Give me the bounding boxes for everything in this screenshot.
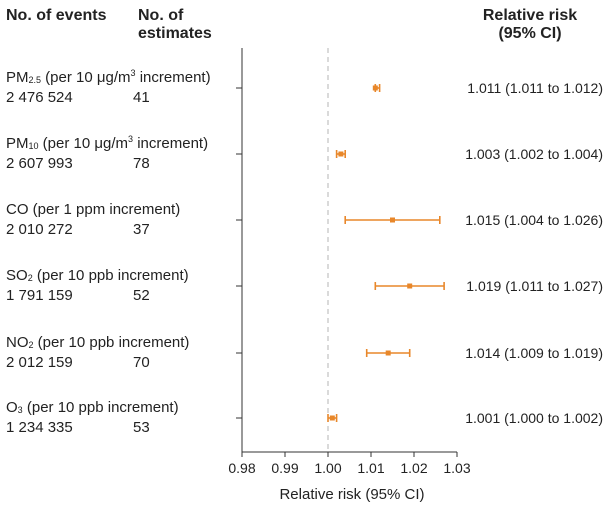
estimates-count: 70 [133, 354, 150, 371]
x-tick-label: 1.01 [357, 460, 384, 476]
point-estimate [385, 350, 391, 356]
events-count: 2 010 272 [6, 221, 73, 238]
pollutant-name: PM [6, 69, 29, 86]
relative-risk-ci: 1.001 (1.000 to 1.002) [465, 410, 603, 426]
pollutant-label: PM10 (per 10 μg/m3 increment) [6, 135, 208, 155]
header-rr-line2: (95% CI) [498, 25, 562, 42]
pollutant-label: CO (per 1 ppm increment) [6, 201, 180, 219]
unit-superscript: 3 [128, 134, 134, 144]
pollutant-label: SO2 (per 10 ppb increment) [6, 267, 189, 287]
relative-risk-ci: 1.015 (1.004 to 1.026) [465, 212, 603, 228]
x-tick-label: 0.99 [271, 460, 298, 476]
x-tick-label: 1.00 [314, 460, 341, 476]
events-count: 2 476 524 [6, 89, 73, 106]
point-estimate [407, 283, 413, 289]
pollutant-subscript: 2 [27, 273, 33, 283]
header-estimates: No. of estimates [138, 7, 228, 43]
point-estimate [390, 217, 395, 223]
increment-text: (per 10 μg/m [38, 135, 129, 152]
point-estimate [329, 415, 335, 421]
x-tick-label: 1.03 [443, 460, 470, 476]
pollutant-subscript: 3 [17, 405, 23, 415]
pollutant-name: PM [6, 135, 29, 152]
pollutant-subscript: 2 [28, 340, 34, 350]
header-rr-line1: Relative risk [482, 7, 578, 24]
relative-risk-ci: 1.011 (1.011 to 1.012) [467, 80, 603, 96]
pollutant-name: CO [6, 201, 29, 218]
estimates-count: 52 [133, 287, 150, 304]
events-count: 2 607 993 [6, 155, 73, 172]
x-tick-label: 0.98 [228, 460, 255, 476]
pollutant-name: SO [6, 267, 28, 284]
relative-risk-ci: 1.019 (1.011 to 1.027) [466, 278, 603, 294]
pollutant-label: NO2 (per 10 ppb increment) [6, 334, 189, 354]
pollutant-subscript: 2.5 [28, 75, 42, 85]
header-events: No. of events [6, 7, 107, 24]
events-count: 1 791 159 [6, 287, 73, 304]
header-estimates-line2: estimates [138, 25, 212, 42]
events-count: 2 012 159 [6, 354, 73, 371]
events-count: 1 234 335 [6, 419, 73, 436]
x-axis-label: Relative risk (95% CI) [279, 486, 425, 503]
increment-text: (per 10 ppb increment) [33, 334, 190, 351]
pollutant-name: O [6, 399, 18, 416]
pollutant-label: O3 (per 10 ppb increment) [6, 399, 179, 419]
relative-risk-ci: 1.003 (1.002 to 1.004) [465, 146, 603, 162]
header-estimates-line1: No. of [138, 7, 184, 24]
estimates-count: 53 [133, 419, 150, 436]
pollutant-subscript: 10 [28, 141, 39, 151]
x-tick-label: 1.02 [400, 460, 427, 476]
increment-text: (per 10 ppb increment) [32, 267, 189, 284]
increment-text: (per 1 ppm increment) [28, 201, 181, 218]
header-relative-risk: Relative risk (95% CI) [460, 7, 600, 43]
increment-text: (per 10 ppb increment) [22, 399, 179, 416]
estimates-count: 37 [133, 221, 150, 238]
unit-superscript: 3 [130, 68, 136, 78]
estimates-count: 41 [133, 89, 150, 106]
increment-text-end: increment) [135, 69, 211, 86]
estimates-count: 78 [133, 155, 150, 172]
pollutant-name: NO [6, 334, 29, 351]
relative-risk-ci: 1.014 (1.009 to 1.019) [465, 345, 603, 361]
increment-text-end: increment) [133, 135, 209, 152]
pollutant-label: PM2.5 (per 10 μg/m3 increment) [6, 69, 211, 89]
increment-text: (per 10 μg/m [41, 69, 131, 86]
point-estimate [372, 85, 378, 91]
point-estimate [338, 151, 344, 157]
